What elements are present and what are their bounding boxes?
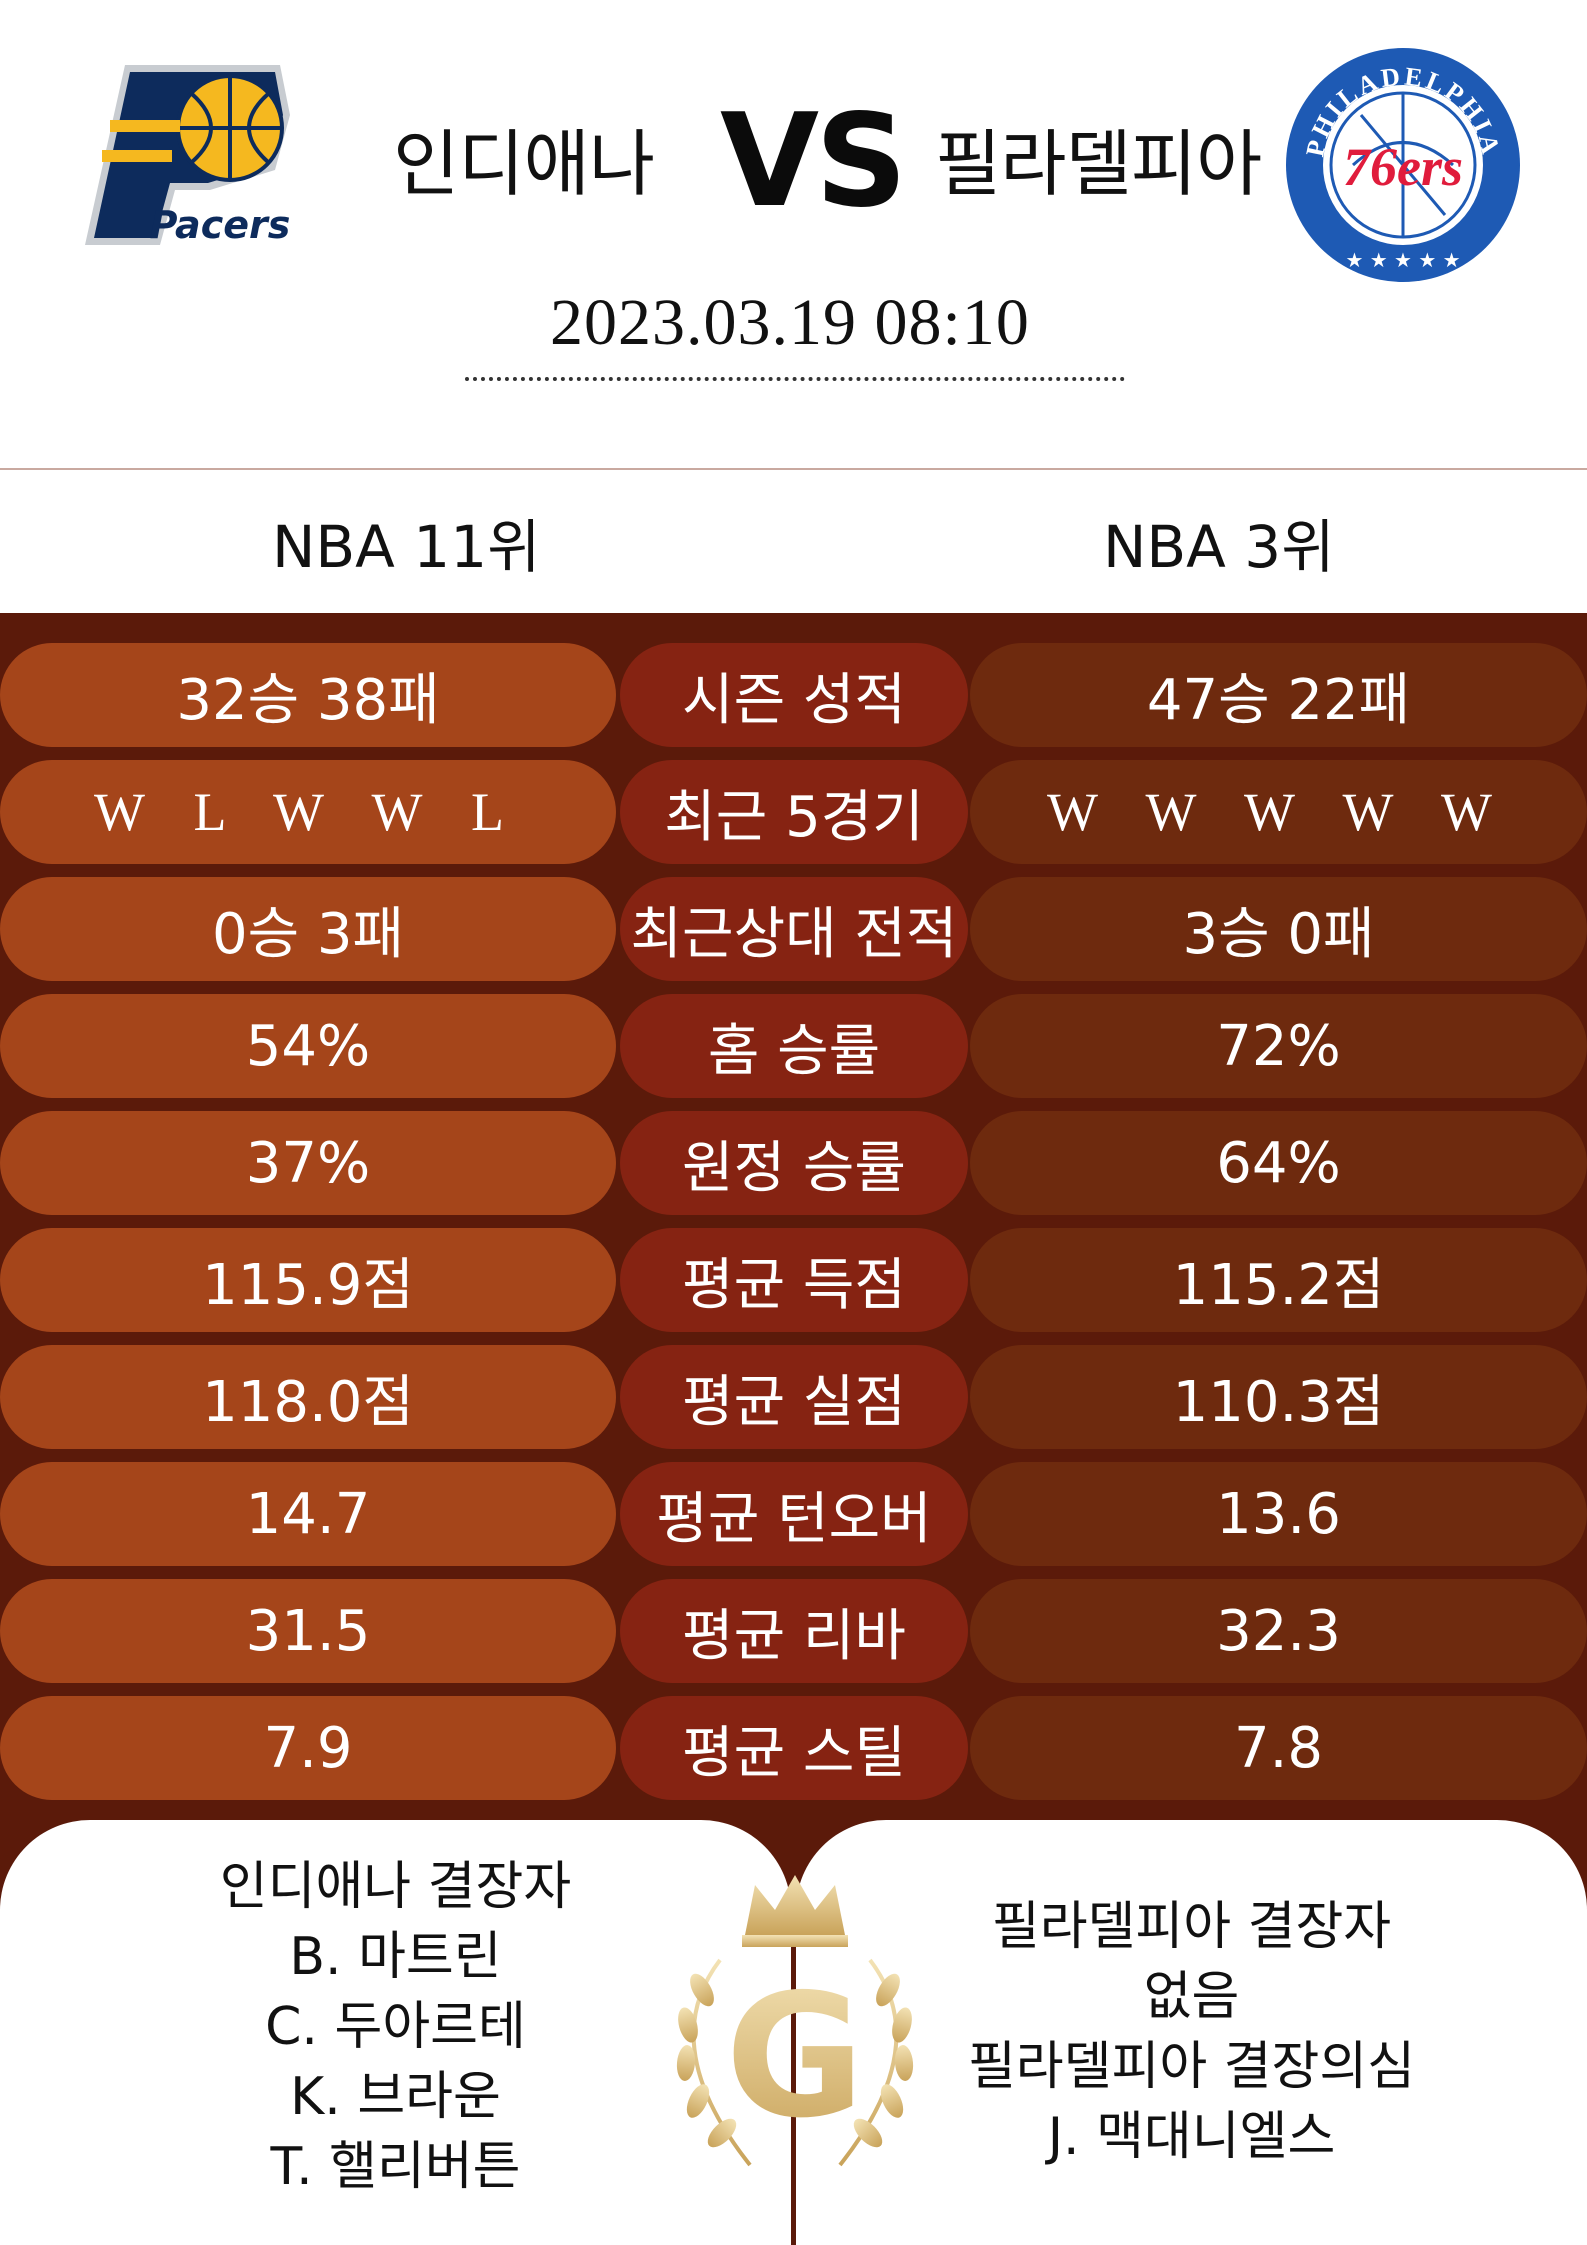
stat-label: 최근상대 전적 xyxy=(620,877,968,981)
home-stat-value: 0승 3패 xyxy=(0,877,616,981)
home-stat-value: 31.5 xyxy=(0,1579,616,1683)
away-absences-card xyxy=(796,1820,1587,2245)
stat-label: 최근 5경기 xyxy=(620,760,968,864)
stat-label: 시즌 성적 xyxy=(620,643,968,747)
stat-row-steals: 7.9 평균 스틸 7.8 xyxy=(0,1696,1587,1800)
absent-player: 없음 xyxy=(1143,1967,1240,2027)
vs-label: VS xyxy=(720,87,907,236)
svg-text:Pacers: Pacers xyxy=(150,203,291,247)
stat-row-season: 32승 38패 시즌 성적 47승 22패 xyxy=(0,643,1587,747)
away-absences-list: 필라델피아 결장자 없음 필라델피아 결장의심 J. 맥대니엘스 xyxy=(796,1892,1587,2172)
away-doubtful-title: 필라델피아 결장의심 xyxy=(967,2037,1416,2097)
home-stat-value: 118.0점 xyxy=(0,1345,616,1449)
stat-row-recent5: W L W W L 최근 5경기 W W W W W xyxy=(0,760,1587,864)
stat-label: 평균 스틸 xyxy=(620,1696,968,1800)
away-stat-value: 13.6 xyxy=(970,1462,1587,1566)
home-stat-value: 7.9 xyxy=(0,1696,616,1800)
away-stat-value: 47승 22패 xyxy=(970,643,1587,747)
stat-label: 평균 리바 xyxy=(620,1579,968,1683)
away-stat-value: 64% xyxy=(970,1111,1587,1215)
crown-laurel-emblem-icon: G xyxy=(676,1875,914,2167)
dotted-divider xyxy=(465,377,1125,381)
stats-table: 32승 38패 시즌 성적 47승 22패 W L W W L 최근 5경기 W… xyxy=(0,613,1587,1820)
away-stat-value: 7.8 xyxy=(970,1696,1587,1800)
away-stat-value: 110.3점 xyxy=(970,1345,1587,1449)
absent-player: C. 두아르테 xyxy=(265,1997,526,2057)
svg-text:G: G xyxy=(725,1958,865,2156)
away-stat-value: 32.3 xyxy=(970,1579,1587,1683)
pacers-logo-icon: Pacers xyxy=(85,65,291,247)
76ers-logo-icon: PHILADELPHIA 76ers ★ ★ ★ ★ ★ xyxy=(1286,48,1520,282)
stat-row-points-against: 118.0점 평균 실점 110.3점 xyxy=(0,1345,1587,1449)
home-stat-value: 14.7 xyxy=(0,1462,616,1566)
home-stat-value: 54% xyxy=(0,994,616,1098)
svg-text:76ers: 76ers xyxy=(1343,137,1463,197)
match-header: Pacers 인디애나 VS 필라델피아 PHILADELPHIA 76ers … xyxy=(0,0,1587,581)
doubtful-player: J. 맥대니엘스 xyxy=(1047,2107,1336,2167)
svg-text:★ ★ ★ ★ ★: ★ ★ ★ ★ ★ xyxy=(1345,248,1460,272)
away-stat-value: 115.2점 xyxy=(970,1228,1587,1332)
away-stat-value: 72% xyxy=(970,994,1587,1098)
stat-label: 평균 실점 xyxy=(620,1345,968,1449)
absent-player: B. 마트린 xyxy=(289,1927,502,1987)
absences-section: 인디애나 결장자 B. 마트린 C. 두아르테 K. 브라운 T. 핼리버튼 필… xyxy=(0,1820,1587,2245)
away-stat-value: W W W W W xyxy=(970,760,1587,864)
match-datetime: 2023.03.19 08:10 xyxy=(550,286,1030,359)
stat-row-home-winrate: 54% 홈 승률 72% xyxy=(0,994,1587,1098)
home-team-name: 인디애나 xyxy=(393,122,655,206)
home-stat-value: 115.9점 xyxy=(0,1228,616,1332)
home-absences-title: 인디애나 결장자 xyxy=(219,1857,572,1917)
away-stat-value: 3승 0패 xyxy=(970,877,1587,981)
stat-row-points-for: 115.9점 평균 득점 115.2점 xyxy=(0,1228,1587,1332)
stat-label: 홈 승률 xyxy=(620,994,968,1098)
away-absences-title: 필라델피아 결장자 xyxy=(991,1897,1392,1957)
away-team-name: 필라델피아 xyxy=(935,122,1262,206)
stat-label: 평균 득점 xyxy=(620,1228,968,1332)
stat-row-rebounds: 31.5 평균 리바 32.3 xyxy=(0,1579,1587,1683)
stat-row-away-winrate: 37% 원정 승률 64% xyxy=(0,1111,1587,1215)
home-absences-list: 인디애나 결장자 B. 마트린 C. 두아르테 K. 브라운 T. 핼리버튼 xyxy=(0,1852,791,2202)
home-stat-value: W L W W L xyxy=(0,760,616,864)
absent-player: K. 브라운 xyxy=(290,2067,501,2127)
home-stat-value: 37% xyxy=(0,1111,616,1215)
stat-row-h2h: 0승 3패 최근상대 전적 3승 0패 xyxy=(0,877,1587,981)
away-rank: NBA 3위 xyxy=(1103,513,1335,581)
stat-label: 원정 승률 xyxy=(620,1111,968,1215)
absent-player: T. 핼리버튼 xyxy=(270,2137,521,2197)
home-absences-card xyxy=(0,1820,791,2245)
home-stat-value: 32승 38패 xyxy=(0,643,616,747)
home-rank: NBA 11위 xyxy=(272,513,541,581)
stat-label: 평균 턴오버 xyxy=(620,1462,968,1566)
stat-row-turnovers: 14.7 평균 턴오버 13.6 xyxy=(0,1462,1587,1566)
header-divider xyxy=(0,468,1587,470)
